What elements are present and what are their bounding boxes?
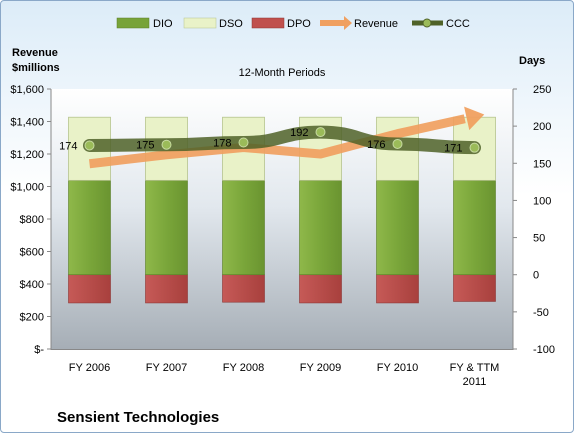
x-tick-label: FY 2006 [69,362,110,374]
x-axis-labels: FY 2006 FY 2007 FY 2008 FY 2009 FY 2010 FY & … [69,362,500,388]
right-tick-label: 0 [533,270,539,282]
legend-label-revenue: Revenue [354,18,398,30]
ccc-data-label: 175 [136,140,154,152]
x-tick-label: 2011 [463,376,487,388]
right-axis-title: Days [519,55,545,67]
legend-item-dso: DSO [183,17,243,30]
right-tick-label: -50 [533,307,549,319]
x-tick-label: FY 2009 [300,362,341,374]
left-tick-label: $1,400 [10,117,44,129]
ccc-series: 174 175 178 192 176 171 [59,125,481,155]
ccc-marker [84,140,95,151]
left-tick-label: $200 [20,312,44,324]
right-tick-label: 50 [533,233,545,245]
left-axis-title-line1: Revenue [12,47,58,59]
right-tick-label: 150 [533,158,551,170]
right-axis-ticks: -100 -50 0 50 100 150 200 250 [513,84,555,356]
left-tick-label: $1,200 [10,149,44,161]
left-axis-ticks: $- $200 $400 $600 $800 $1,000 $1,200 $1,400 $1,6… [10,84,51,356]
company-name: Sensient Technologies [57,409,219,426]
bar-dio [222,180,265,276]
legend-swatch-revenue [320,16,352,30]
ccc-data-label: 171 [444,143,462,155]
bar-dpo [145,274,188,304]
x-tick-label: FY 2007 [146,362,187,374]
ccc-marker [238,137,249,148]
right-tick-label: -100 [533,344,555,356]
ccc-marker [161,139,172,150]
ccc-marker [315,127,326,138]
legend-item-dio: DIO [116,17,173,30]
legend-label-dio: DIO [153,18,173,30]
legend-swatch-dso [183,17,217,29]
ccc-line [83,125,481,155]
x-tick-label: FY 2010 [377,362,418,374]
legend-label-dso: DSO [219,18,243,30]
revenue-arrowhead [464,106,485,131]
ccc-marker [469,142,480,153]
left-tick-label: $1,600 [10,84,44,96]
left-tick-label: $400 [20,279,44,291]
legend: DIO DSO DPO Revenue CCC [116,16,470,30]
legend-label-ccc: CCC [446,18,470,30]
revenue-series [88,106,485,169]
bar-dpo [222,274,265,303]
left-tick-label: $800 [20,214,44,226]
bar-dio [376,180,419,276]
x-tick-label: FY 2008 [223,362,264,374]
bar-dio [145,180,188,276]
bar-dpo [68,274,111,304]
right-tick-label: 100 [533,195,551,207]
bar-dio [68,180,111,276]
bar-dio [453,180,496,276]
ccc-data-label: 178 [213,137,231,149]
bar-dio [299,180,342,276]
chart-title: 12-Month Periods [239,67,326,79]
left-tick-label: $- [34,344,44,356]
left-tick-label: $600 [20,247,44,259]
ccc-data-label: 176 [367,139,385,151]
right-tick-label: 250 [533,84,551,96]
legend-swatch-dio [116,17,150,29]
bar-dpo [376,274,419,304]
bar-dpo [299,274,342,304]
legend-item-dpo: DPO [251,17,311,30]
x-tick-label: FY & TTM [450,362,500,374]
right-tick-label: 200 [533,121,551,133]
legend-swatch-dpo [251,17,285,29]
bar-dpo [453,274,496,302]
ccc-data-label: 192 [290,127,308,139]
legend-item-ccc: CCC [412,18,470,30]
ccc-marker [392,138,403,149]
ccc-data-label: 174 [59,140,77,152]
legend-item-revenue: Revenue [320,16,398,30]
revenue-line [88,114,466,169]
legend-marker-ccc [422,18,432,28]
left-tick-label: $1,000 [10,182,44,194]
left-axis-title-line2: $millions [12,62,60,74]
legend-label-dpo: DPO [287,18,311,30]
